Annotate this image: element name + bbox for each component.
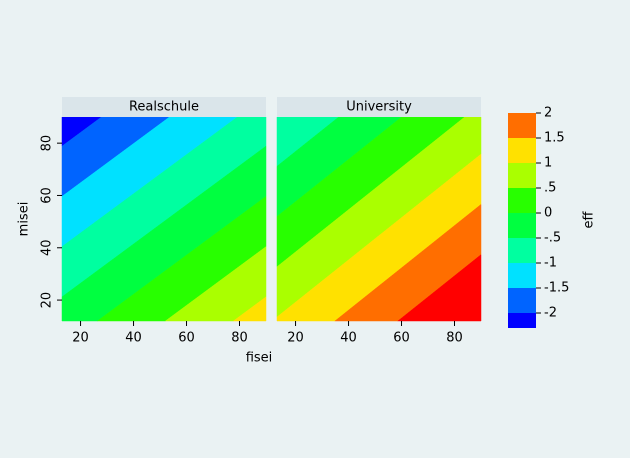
- x-tick-label: 80: [446, 331, 463, 346]
- colorbar-tick-label: -1.5: [544, 281, 569, 296]
- x-tick-label: 80: [231, 331, 248, 346]
- colorbar-segment: [508, 188, 536, 213]
- colorbar-tick-label: -2: [544, 306, 557, 321]
- x-tick-label: 40: [125, 331, 142, 346]
- colorbar-segment: [508, 113, 536, 138]
- colorbar-tick-label: -1: [544, 256, 557, 271]
- y-tick-label: 60: [40, 187, 55, 204]
- colorbar-tick-label: 1: [544, 156, 552, 171]
- panel-title: Realschule: [129, 100, 199, 115]
- contour-band: [276, 153, 482, 322]
- colorbar-segment: [508, 263, 536, 288]
- x-tick-label: 20: [287, 331, 304, 346]
- colorbar-segment: [508, 288, 536, 313]
- colorbar-tick-label: -.5: [544, 231, 561, 246]
- colorbar-segment: [508, 163, 536, 188]
- panel-header: [62, 97, 266, 117]
- colorbar-tick-label: .5: [544, 181, 556, 196]
- x-tick-label: 60: [178, 331, 195, 346]
- colorbar-segment: [508, 238, 536, 263]
- colorbar-tick-label: 1.5: [544, 131, 565, 146]
- panel-header: [277, 97, 481, 117]
- colorbar-segment: [508, 138, 536, 163]
- x-tick-label: 60: [393, 331, 410, 346]
- contour-band: [61, 145, 267, 322]
- x-tick-label: 40: [340, 331, 357, 346]
- contour-band: [397, 254, 482, 322]
- x-tick-label: 20: [72, 331, 89, 346]
- y-axis-label: misei: [17, 202, 32, 237]
- contour-band: [232, 296, 267, 322]
- y-tick-label: 80: [40, 135, 55, 152]
- colorbar-segment: [508, 213, 536, 238]
- panel-title: University: [346, 100, 412, 115]
- y-tick-label: 40: [40, 239, 55, 256]
- colorbar-segment: [508, 313, 536, 328]
- colorbar-label: eff: [582, 210, 597, 228]
- colorbar-tick-label: 0: [544, 206, 552, 221]
- colorbar-tick-label: 2: [544, 106, 552, 121]
- y-tick-label: 20: [40, 292, 55, 309]
- x-axis-label: fisei: [246, 351, 273, 366]
